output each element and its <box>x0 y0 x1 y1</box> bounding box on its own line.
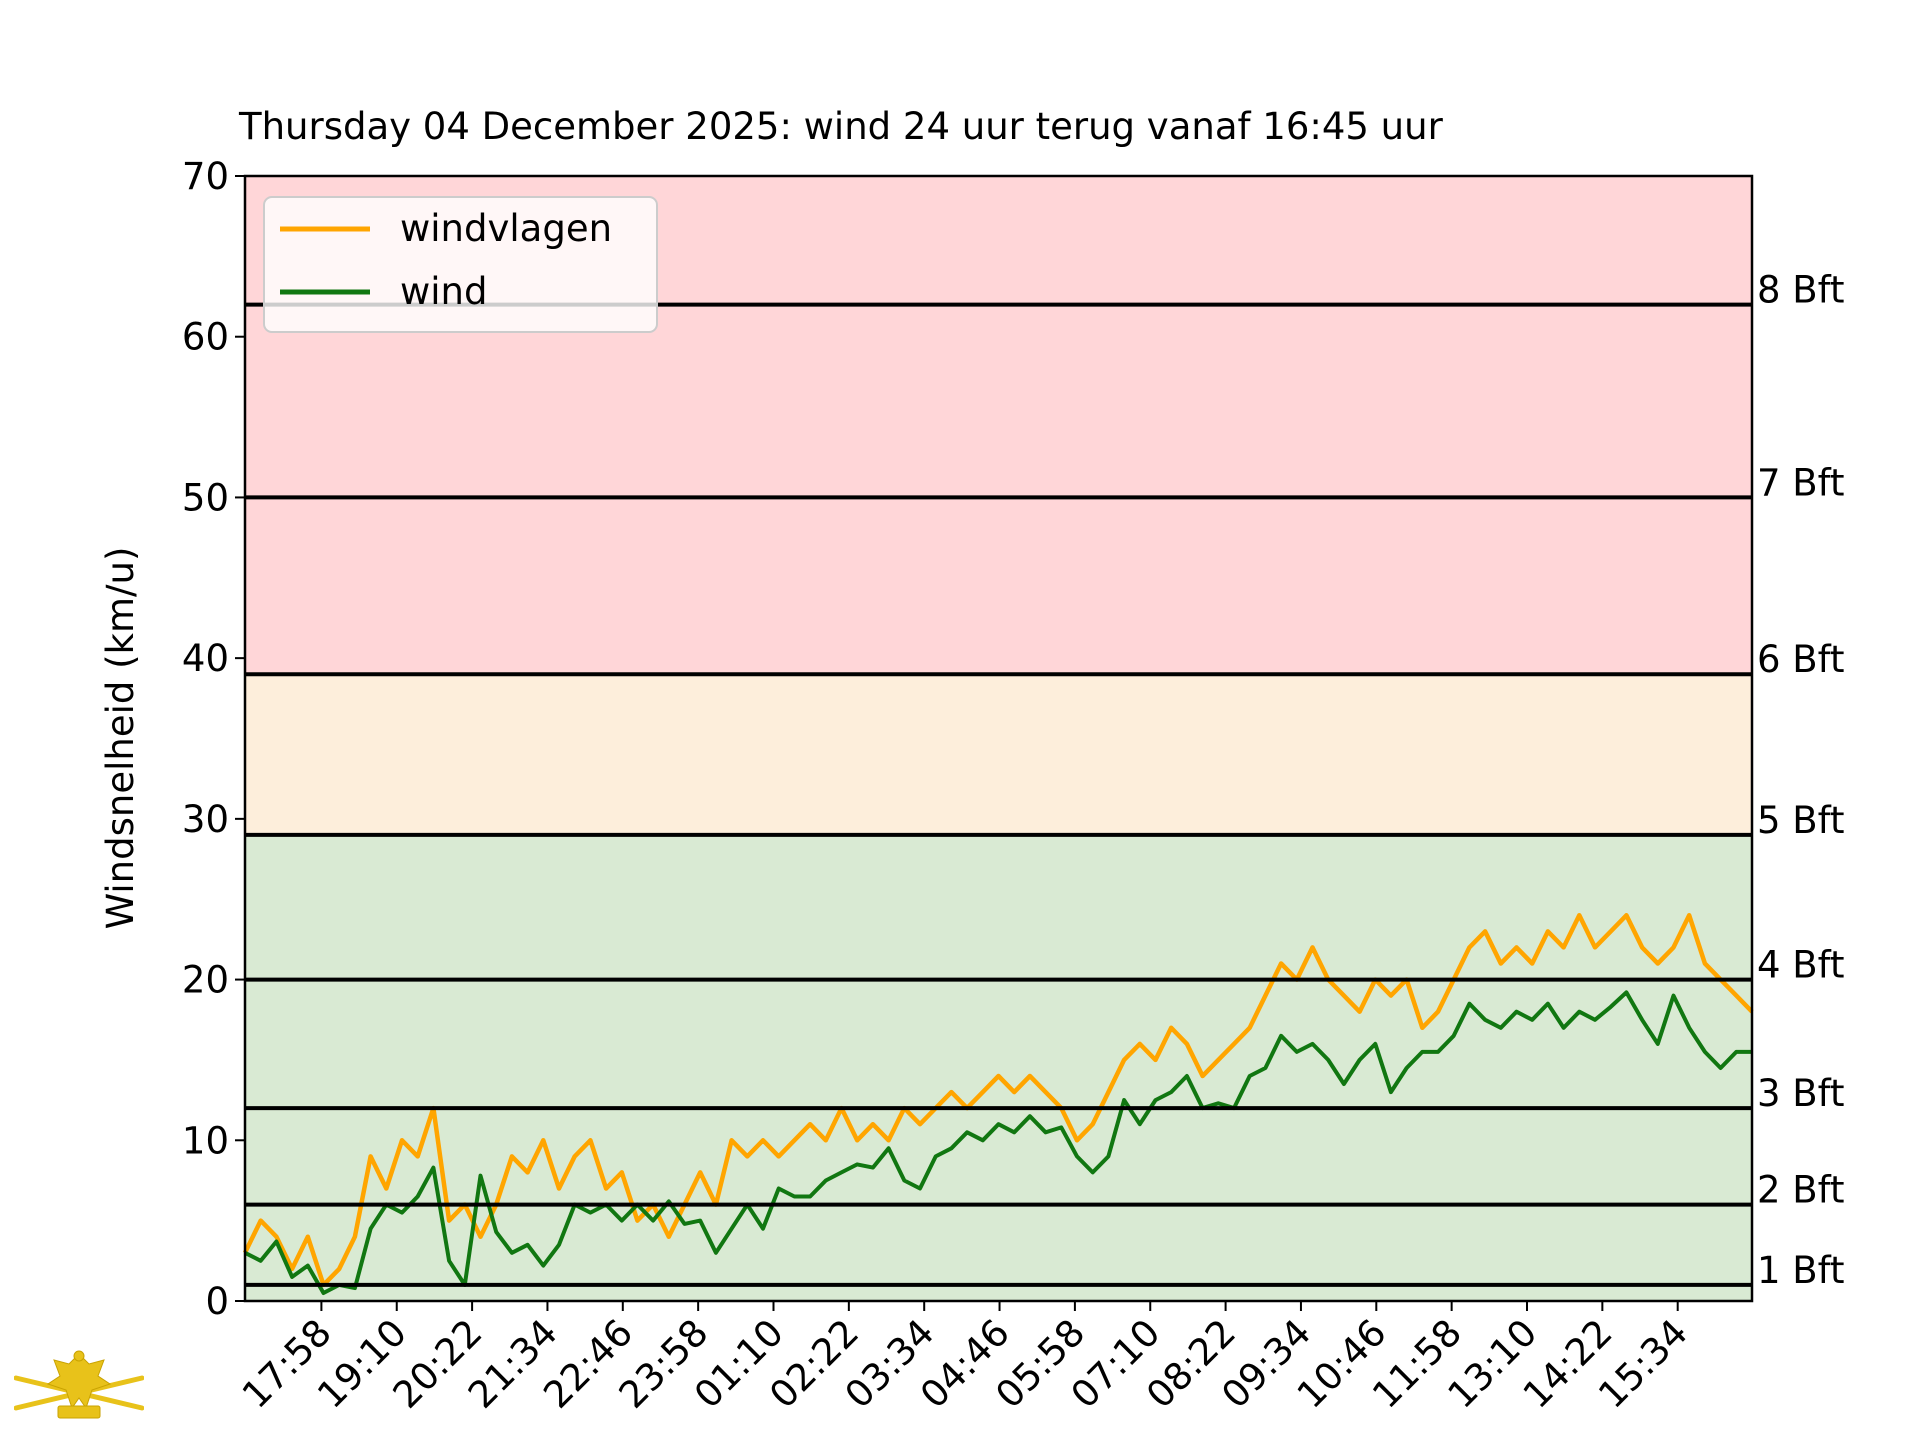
rowing-club-crest-icon <box>14 1350 144 1419</box>
reference-label-1-bft: 1 Bft <box>1757 1249 1845 1292</box>
y-tick-label: 30 <box>182 798 229 841</box>
reference-label-3-bft: 3 Bft <box>1757 1072 1845 1115</box>
y-tick-label: 40 <box>182 637 229 680</box>
reference-label-2-bft: 2 Bft <box>1757 1169 1845 1212</box>
beaufort-reference-lines: 1 Bft 2 Bft 3 Bft 4 Bft 5 Bft 6 Bft 7 Bft 8 Bft <box>245 269 1845 1292</box>
legend-label-windvlagen: windvlagen <box>400 207 612 250</box>
y-tick-label: 50 <box>182 476 229 519</box>
reference-label-4-bft: 4 Bft <box>1757 944 1845 987</box>
reference-label-8-bft: 8 Bft <box>1757 269 1845 312</box>
chart-title: Thursday 04 December 2025: wind 24 uur t… <box>238 105 1444 148</box>
reference-label-6-bft: 6 Bft <box>1757 638 1845 681</box>
beaufort-bands <box>245 176 1752 1301</box>
axes-frame <box>243 174 1754 1303</box>
y-axis: 0 10 20 30 40 50 60 70 <box>182 155 245 1323</box>
reference-label-5-bft: 5 Bft <box>1757 799 1845 842</box>
y-tick-label: 10 <box>182 1119 229 1162</box>
y-tick-label: 70 <box>182 155 229 198</box>
band-1 <box>245 674 1752 835</box>
x-axis: 17:5819:1020:2221:3422:4623:5801:1002:22… <box>234 1301 1696 1417</box>
y-tick-label: 60 <box>182 316 229 359</box>
y-tick-label: 20 <box>182 959 229 1002</box>
reference-label-7-bft: 7 Bft <box>1757 461 1845 504</box>
legend-label-wind: wind <box>400 270 487 313</box>
band-0 <box>245 834 1752 1301</box>
legend: windvlagen wind <box>263 196 658 333</box>
series-line-wind <box>244 990 1752 1295</box>
y-axis-label: Windsnelheid (km/u) <box>99 547 142 930</box>
y-tick-label: 0 <box>205 1280 229 1323</box>
